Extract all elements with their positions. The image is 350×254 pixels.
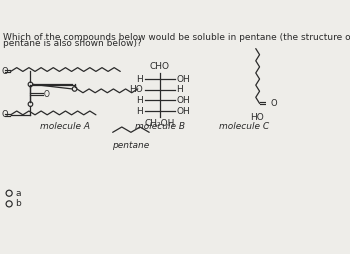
Text: O: O [1,110,8,119]
Text: molecule C: molecule C [218,122,269,131]
Text: HO: HO [250,113,264,121]
Text: pentane is also shown below)?: pentane is also shown below)? [3,39,142,48]
Text: O: O [43,90,49,99]
Text: OH: OH [177,74,190,84]
Text: OH: OH [177,96,190,105]
Text: a: a [15,189,21,198]
Text: Which of the compounds below would be soluble in pentane (the structure of: Which of the compounds below would be so… [3,33,350,42]
Text: H: H [136,74,143,84]
Text: HO: HO [130,85,143,94]
Text: CH₂OH: CH₂OH [145,119,175,128]
Text: molecule B: molecule B [135,122,185,131]
Text: pentane: pentane [112,141,149,150]
Text: O: O [1,67,8,76]
Text: b: b [15,199,21,208]
Text: molecule A: molecule A [40,122,90,131]
Text: H: H [136,106,143,116]
Text: O: O [271,99,278,108]
Text: OH: OH [177,106,190,116]
Text: H: H [177,85,183,94]
Text: H: H [136,96,143,105]
Text: CHO: CHO [150,62,170,71]
